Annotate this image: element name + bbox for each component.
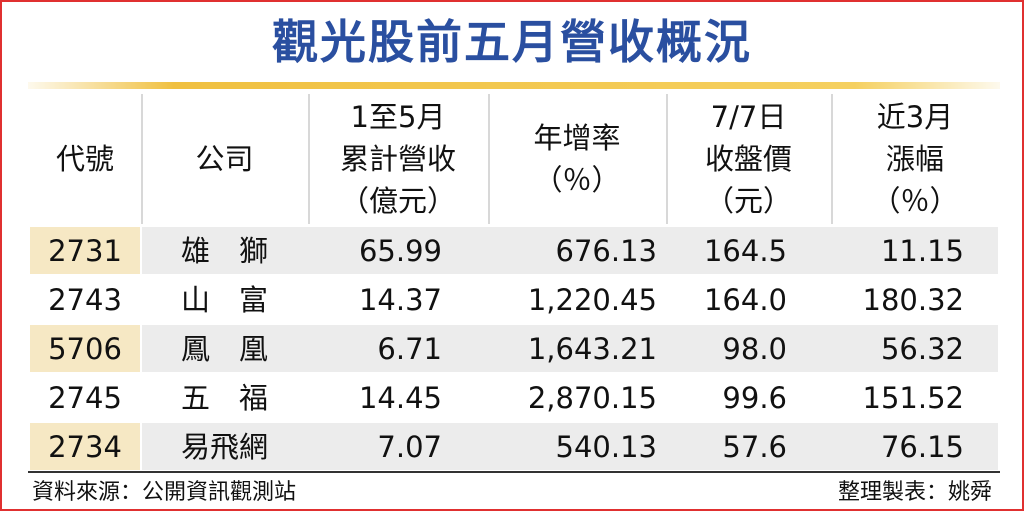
table-cell: 676.13	[555, 234, 657, 268]
column-header: 近3月	[876, 100, 954, 134]
table-cell: 7.07	[377, 430, 442, 464]
table-cell: 56.32	[880, 332, 964, 366]
column-divider	[308, 94, 310, 224]
column-header: 漲幅	[885, 142, 944, 176]
column-header: 7/7日	[710, 100, 787, 134]
table-cell: 6.71	[377, 332, 442, 366]
row-highlight	[30, 227, 140, 274]
column-header: 收盤價	[704, 142, 792, 176]
table-cell: 2731	[48, 234, 122, 268]
table-cell: 151.52	[862, 381, 964, 415]
table-cell: 57.6	[722, 430, 787, 464]
column-divider	[666, 94, 668, 224]
table-cell: 1,643.21	[527, 332, 657, 366]
column-divider	[141, 94, 143, 224]
table-cell: 山 富	[180, 283, 268, 317]
table-cell: 2745	[48, 381, 122, 415]
row-shade	[142, 325, 998, 372]
table-cell: 11.15	[880, 234, 964, 268]
table-cell: 14.45	[358, 381, 442, 415]
table-cell: 五 福	[180, 381, 268, 415]
column-header: 公司	[195, 142, 254, 176]
column-header: （％）	[871, 184, 959, 218]
table-cell: 540.13	[555, 430, 657, 464]
column-header: （元）	[704, 184, 792, 218]
row-highlight	[30, 325, 140, 372]
table-cell: 180.32	[862, 283, 964, 317]
title: 觀光股前五月營收概況	[272, 15, 752, 69]
table-cell: 5706	[48, 332, 122, 366]
column-divider	[488, 94, 490, 224]
table-cell: 65.99	[358, 234, 442, 268]
row-shade	[142, 227, 998, 274]
table-cell: 76.15	[880, 430, 964, 464]
table-cell: 164.5	[703, 234, 787, 268]
column-header: 1至5月	[350, 100, 446, 134]
column-header: （億元）	[339, 184, 456, 218]
column-divider	[831, 94, 833, 224]
title-rule	[28, 82, 1000, 89]
table-cell: 易飛網	[180, 430, 268, 464]
column-header: 累計營收	[339, 142, 456, 176]
table-cell: 2743	[48, 283, 122, 317]
table-cell: 98.0	[722, 332, 787, 366]
table-cell: 2734	[48, 430, 122, 464]
column-header: （％）	[533, 163, 621, 197]
column-header: 年增率	[533, 121, 621, 155]
table-cell: 14.37	[358, 283, 442, 317]
table-cell: 鳳 凰	[180, 332, 268, 366]
table-cell: 2,870.15	[527, 381, 657, 415]
table-cell: 1,220.45	[527, 283, 657, 317]
source: 資料來源：公開資訊觀測站	[32, 480, 297, 505]
table-cell: 99.6	[722, 381, 787, 415]
row-shade	[142, 423, 998, 470]
column-header: 代號	[55, 142, 114, 176]
table-cell: 雄 獅	[180, 234, 268, 268]
bottom-rule	[28, 471, 1000, 473]
credit: 整理製表：姚舜	[837, 480, 992, 505]
table-cell: 164.0	[703, 283, 787, 317]
row-highlight	[30, 423, 140, 470]
